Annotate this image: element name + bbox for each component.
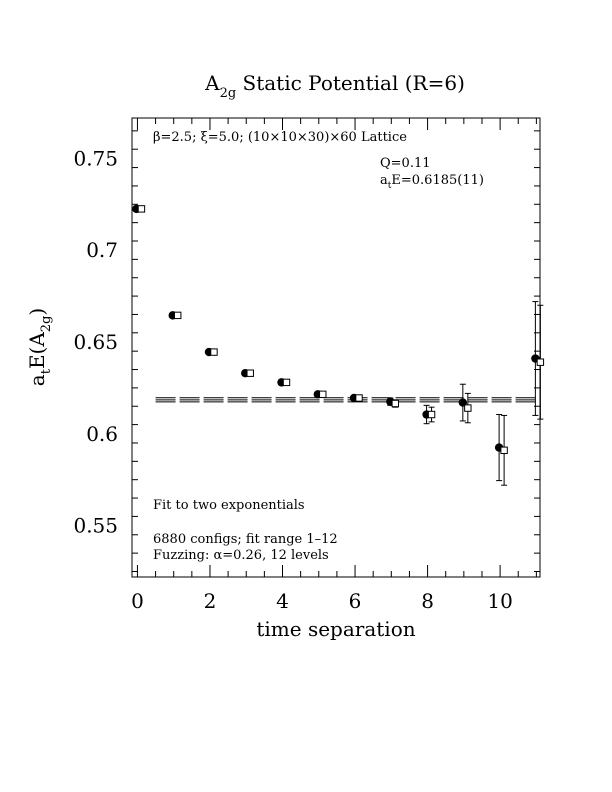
y-axis-label-subscript-t: t [39, 368, 54, 374]
energy-annotation-subscript: t [388, 181, 392, 191]
configs-annotation: 6880 configs; fit range 1–12 [153, 532, 338, 547]
series-open-squares [137, 205, 545, 486]
y-tick-label: 0.75 [73, 146, 118, 170]
fuzzing-annotation: Fuzzing: α=0.26, 12 levels [153, 548, 329, 563]
y-tick-label: 0.6 [86, 422, 118, 446]
series-filled-circles [132, 204, 540, 482]
data-point-square [319, 390, 327, 399]
data-point-square [210, 348, 218, 356]
lattice-annotation: β=2.5; ξ=5.0; (10×10×30)×60 Lattice [153, 130, 407, 145]
y-tick-label: 0.7 [86, 238, 118, 262]
data-point-square [391, 399, 400, 408]
chart-title-subscript: 2g [220, 86, 237, 101]
x-tick-label: 4 [276, 589, 289, 613]
data-point-square [246, 369, 254, 377]
data-point-square [355, 394, 363, 402]
fit-annotation: Fit to two exponentials [153, 498, 305, 513]
x-tick-label: 6 [349, 589, 362, 613]
fit-band [155, 397, 540, 403]
x-tick-labels: 0 2 4 6 8 10 [131, 589, 513, 613]
x-axis-label: time separation [256, 617, 415, 641]
x-tick-label: 0 [131, 589, 144, 613]
axis-ticks [132, 118, 540, 577]
data-point-square [427, 410, 436, 419]
y-tick-labels: 0.55 0.6 0.65 0.7 0.75 [73, 146, 118, 537]
x-tick-label: 10 [487, 589, 512, 613]
data-point-square [500, 446, 508, 455]
energy-annotation: atE=0.6185(11) [380, 173, 484, 191]
data-point-square [536, 358, 545, 366]
data-point-square [464, 404, 472, 412]
x-tick-label: 8 [421, 589, 434, 613]
y-tick-label: 0.55 [73, 514, 118, 538]
data-point-square [174, 311, 182, 320]
y-axis-label-subscript-2g: 2g [39, 316, 54, 333]
data-point-square [137, 205, 146, 213]
x-tick-label: 2 [204, 589, 217, 613]
y-axis-label: atE(A2g) [25, 308, 54, 386]
y-tick-label: 0.65 [73, 330, 118, 354]
chart-title: A2g Static Potential (R=6) [204, 71, 465, 101]
data-point-square [282, 378, 291, 387]
q-annotation: Q=0.11 [380, 156, 431, 171]
